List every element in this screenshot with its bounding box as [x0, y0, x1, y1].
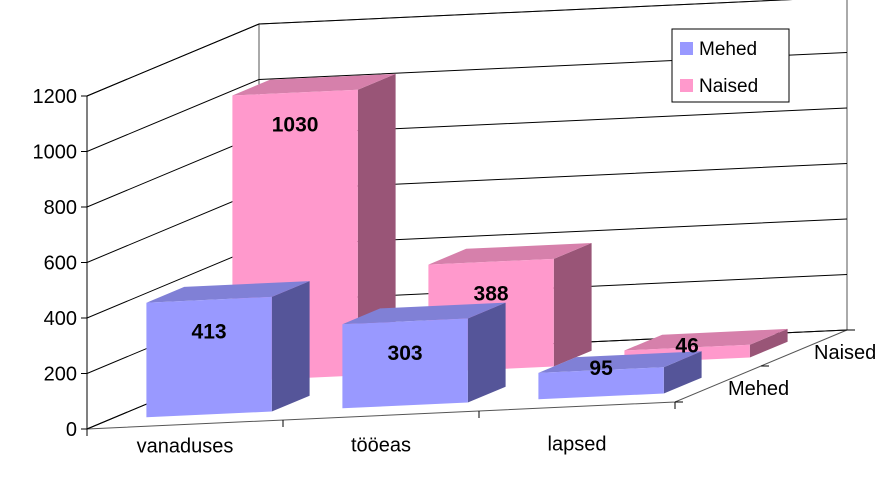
x-tick-label-tooeas: tööeas: [351, 435, 411, 457]
y-tick-label: 400: [44, 308, 77, 330]
y-tick-label: 800: [44, 197, 77, 219]
gridline: [86, 0, 793, 97]
bar-mehed-vanaduses: [146, 281, 310, 418]
bar-side: [271, 281, 310, 412]
y-tick-label: 1200: [33, 86, 78, 108]
bar-top: [624, 328, 788, 351]
bar-front: [538, 367, 664, 400]
y-tick-label: 1000: [33, 142, 78, 164]
data-label-naised-vanaduses: 1030: [272, 113, 319, 136]
x-tick-label-lapsed: lapsed: [548, 434, 607, 456]
legend-swatch-mehed: [680, 42, 693, 55]
legend-label-naised: Naised: [699, 76, 758, 97]
legend: Mehed Naised: [671, 28, 790, 103]
bar-side: [553, 243, 592, 367]
bar-side: [467, 302, 506, 403]
bar-top: [342, 302, 506, 325]
x-axis-ticks: vanaduses tööeas lapsed Mehed Naised: [86, 329, 876, 458]
bar-top: [232, 73, 396, 96]
legend-box: [671, 28, 790, 103]
bar-mehed-lapsed: [538, 351, 702, 400]
legend-label-mehed: Mehed: [699, 39, 757, 60]
data-label-naised-lapsed: 46: [675, 335, 698, 358]
y-tick-label: 200: [44, 364, 77, 386]
depth-label-naised: Naised: [814, 342, 876, 364]
bars: [146, 73, 788, 418]
bar-top: [538, 351, 702, 373]
legend-swatch-naised: [680, 79, 693, 92]
bar-front: [342, 318, 468, 409]
bar-side: [749, 328, 788, 358]
bar-front: [146, 296, 272, 418]
bar-side: [357, 73, 396, 376]
bar-side: [663, 351, 702, 394]
bar-top: [146, 281, 310, 303]
y-tick-label: 0: [66, 419, 77, 441]
gridline: [86, 52, 848, 152]
y-axis-ticks: 0 200 400 600 800 1000 1200: [33, 86, 87, 441]
data-labels: 1030 388 46 413 303 95: [192, 113, 699, 379]
data-label-mehed-lapsed: 95: [589, 357, 613, 380]
x-tick-label-vanaduses: vanaduses: [137, 436, 234, 458]
data-label-naised-tooeas: 388: [474, 283, 509, 306]
y-tick-label: 600: [44, 253, 77, 275]
data-label-mehed-vanaduses: 413: [192, 321, 227, 344]
bar-top: [428, 243, 592, 265]
data-label-mehed-tooeas: 303: [388, 342, 423, 365]
bar-mehed-tooeas: [342, 302, 506, 409]
depth-label-mehed: Mehed: [728, 378, 789, 400]
gridline: [86, 163, 848, 263]
gridline: [86, 107, 848, 208]
